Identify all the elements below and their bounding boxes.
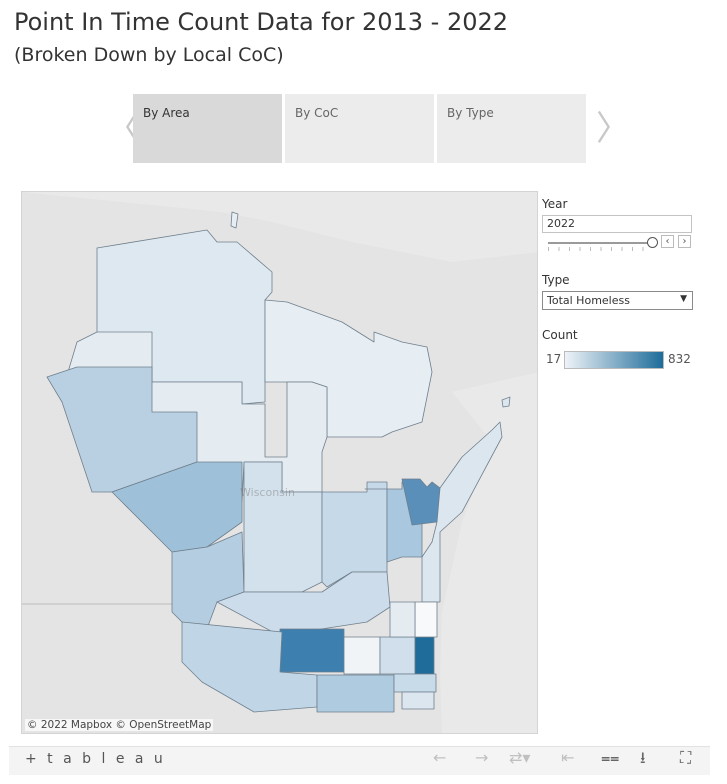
redo-icon[interactable]: → bbox=[475, 748, 489, 767]
lake-michigan bbox=[440, 372, 537, 733]
region-dodge[interactable] bbox=[389, 601, 416, 638]
year-next-icon[interactable]: › bbox=[678, 235, 691, 248]
region-washington[interactable] bbox=[379, 636, 416, 675]
region-dane[interactable] bbox=[279, 628, 345, 673]
region-island[interactable] bbox=[501, 396, 511, 408]
region-east-central[interactable] bbox=[321, 481, 388, 588]
fullscreen-icon[interactable]: ⛶ bbox=[680, 748, 692, 767]
year-filter-label: Year bbox=[542, 197, 568, 211]
tab-by-coc[interactable]: By CoC bbox=[285, 94, 434, 163]
coc-regions bbox=[46, 211, 511, 713]
region-lakeshore[interactable] bbox=[421, 421, 503, 603]
type-select-value: Total Homeless bbox=[547, 294, 630, 307]
chevron-down-icon: ▼ bbox=[680, 294, 687, 304]
state-label: Wisconsin bbox=[240, 486, 295, 499]
page-title: Point In Time Count Data for 2013 - 2022 bbox=[14, 8, 509, 36]
region-racine[interactable] bbox=[393, 673, 437, 693]
region-far-west[interactable] bbox=[46, 366, 198, 493]
tableau-toolbar: + t a b l e a u ← → ⇄▾ ⇤ ⩵ ⭳ ⛶ bbox=[9, 746, 710, 775]
tableau-logo[interactable]: + t a b l e a u bbox=[25, 751, 166, 767]
legend-gradient bbox=[564, 351, 664, 369]
reset-icon[interactable]: ⇤ bbox=[561, 748, 575, 767]
tab-by-type[interactable]: By Type bbox=[437, 94, 586, 163]
undo-icon[interactable]: ← bbox=[433, 748, 447, 767]
type-select[interactable]: Total Homeless ▼ bbox=[542, 291, 693, 310]
year-slider-track[interactable] bbox=[548, 242, 653, 244]
revert-icon[interactable]: ⇄▾ bbox=[509, 748, 531, 767]
region-kenosha[interactable] bbox=[401, 691, 435, 710]
legend-title: Count bbox=[542, 328, 578, 342]
tab-by-area[interactable]: By Area bbox=[133, 94, 282, 163]
tab-label: By Area bbox=[143, 106, 190, 120]
region-rock[interactable] bbox=[316, 674, 395, 713]
legend-max: 832 bbox=[668, 352, 691, 366]
year-field[interactable]: 2022 bbox=[542, 215, 692, 233]
region-waukesha[interactable] bbox=[343, 636, 381, 675]
lake-superior bbox=[22, 192, 537, 262]
carousel-next-icon[interactable]: 〉 bbox=[596, 109, 630, 149]
region-brown-county[interactable] bbox=[401, 478, 441, 526]
map-attribution[interactable]: © 2022 Mapbox © OpenStreetMap bbox=[25, 719, 214, 731]
download-icon[interactable]: ⭳ bbox=[640, 748, 646, 767]
year-prev-icon[interactable]: ‹ bbox=[661, 235, 674, 248]
year-slider-ticks bbox=[548, 247, 653, 251]
region-island-2[interactable] bbox=[230, 211, 239, 229]
year-slider-thumb[interactable] bbox=[647, 237, 658, 248]
legend-min: 17 bbox=[546, 352, 562, 366]
region-milwaukee[interactable] bbox=[414, 636, 435, 675]
share-icon[interactable]: ⩵ bbox=[601, 748, 620, 767]
choropleth-map[interactable]: Wisconsin © 2022 Mapbox © OpenStreetMap bbox=[21, 191, 538, 734]
region-ozaukee[interactable] bbox=[414, 601, 438, 638]
tab-label: By CoC bbox=[295, 106, 339, 120]
page-subtitle: (Broken Down by Local CoC) bbox=[14, 44, 284, 66]
tab-label: By Type bbox=[447, 106, 494, 120]
type-filter-label: Type bbox=[542, 273, 570, 287]
